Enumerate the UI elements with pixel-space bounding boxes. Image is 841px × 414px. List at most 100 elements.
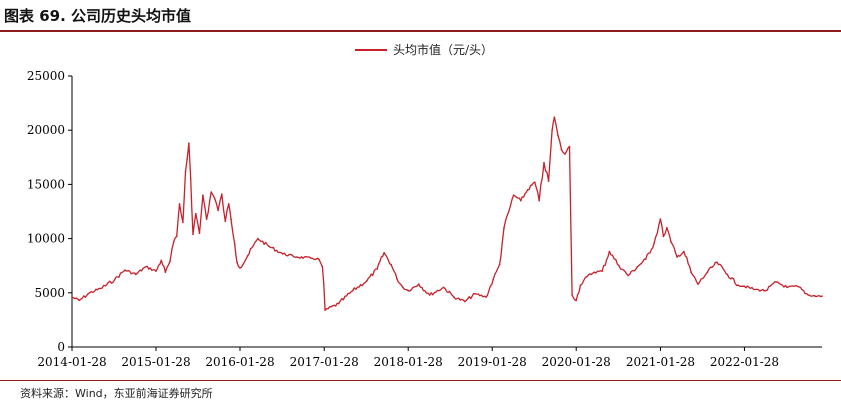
title-rule xyxy=(0,30,841,32)
figure-header: 图表 69. 公司历史头均市值 xyxy=(0,0,841,30)
figure-title: 图表 69. 公司历史头均市值 xyxy=(4,7,192,25)
x-tick-label: 2020-01-28 xyxy=(542,355,611,369)
data-point xyxy=(564,153,566,155)
data-point xyxy=(210,191,212,193)
data-point xyxy=(376,268,379,270)
data-point xyxy=(257,237,259,240)
data-point xyxy=(670,241,672,243)
data-point xyxy=(428,294,431,296)
data-point xyxy=(233,243,236,245)
data-point xyxy=(796,285,799,288)
data-point xyxy=(474,293,477,295)
data-point xyxy=(172,241,175,243)
data-point xyxy=(543,161,545,164)
data-point xyxy=(666,227,668,229)
data-point xyxy=(184,170,187,173)
data-point xyxy=(221,193,223,195)
data-point xyxy=(683,250,685,253)
data-point xyxy=(282,253,284,255)
data-point xyxy=(512,194,515,196)
data-point xyxy=(743,285,746,288)
data-point xyxy=(568,145,571,148)
data-point xyxy=(236,261,238,264)
data-point xyxy=(418,283,420,285)
data-point xyxy=(754,288,756,291)
data-point xyxy=(586,275,588,278)
x-tick-label: 2019-01-28 xyxy=(458,355,527,369)
data-point xyxy=(195,212,197,215)
data-point xyxy=(189,178,192,180)
data-point xyxy=(246,255,249,257)
data-point xyxy=(321,266,324,268)
data-point xyxy=(442,286,445,289)
data-point xyxy=(821,295,823,297)
data-point xyxy=(124,269,126,271)
y-tick-label: 20000 xyxy=(27,123,65,137)
data-point xyxy=(202,194,204,196)
data-point xyxy=(814,295,816,297)
data-point xyxy=(807,294,809,296)
data-point xyxy=(644,258,647,260)
data-point xyxy=(160,259,163,262)
y-tick-label: 15000 xyxy=(27,177,65,191)
data-point xyxy=(453,296,455,298)
data-point xyxy=(485,296,487,298)
line-chart: 0 5000 10000 15000 20000 25000 2014-01-28 2015-… xyxy=(27,42,823,369)
data-point xyxy=(71,296,73,298)
data-point xyxy=(324,309,326,311)
data-point xyxy=(192,233,194,236)
data-point xyxy=(503,227,505,229)
data-point xyxy=(268,245,270,247)
data-point xyxy=(716,261,718,264)
data-point xyxy=(575,299,577,302)
data-point xyxy=(402,286,404,289)
source-note: 资料来源：Wind，东亚前海证券研究所 xyxy=(20,387,213,400)
data-point xyxy=(775,281,777,283)
data-point xyxy=(636,266,639,268)
data-point xyxy=(662,235,665,238)
data-point xyxy=(492,279,494,281)
data-point xyxy=(383,251,385,254)
data-point xyxy=(78,299,81,302)
data-point xyxy=(690,271,692,273)
data-point xyxy=(737,284,739,286)
data-point xyxy=(571,294,573,296)
data-point xyxy=(553,116,556,118)
legend-label: 头均市值（元/头） xyxy=(393,42,493,57)
data-point xyxy=(726,273,729,276)
data-point xyxy=(608,250,611,253)
data-point xyxy=(579,284,582,286)
data-point xyxy=(186,158,188,161)
y-tick-label: 25000 xyxy=(27,69,65,83)
data-point xyxy=(198,232,201,234)
data-point xyxy=(627,274,629,277)
y-tick-label: 10000 xyxy=(27,232,65,246)
y-tick-label: 5000 xyxy=(34,286,65,300)
data-point xyxy=(337,302,340,305)
data-point xyxy=(557,134,559,137)
data-point xyxy=(188,142,190,144)
data-point xyxy=(508,210,510,213)
data-point xyxy=(178,203,181,205)
data-point xyxy=(175,235,178,238)
data-point xyxy=(618,264,620,267)
y-tick-label: 0 xyxy=(57,340,65,354)
data-point xyxy=(601,270,603,272)
data-point xyxy=(560,148,563,151)
data-point xyxy=(786,286,788,289)
data-point xyxy=(227,203,230,205)
data-point xyxy=(526,189,529,191)
data-point xyxy=(706,271,709,273)
data-point xyxy=(765,289,767,292)
x-tick-label: 2018-01-28 xyxy=(374,355,443,369)
data-point xyxy=(296,256,298,258)
data-point xyxy=(538,199,540,202)
data-point xyxy=(464,300,466,303)
data-point xyxy=(217,209,219,212)
data-point xyxy=(134,273,137,276)
data-point xyxy=(230,218,232,220)
data-point xyxy=(407,289,410,292)
data-point xyxy=(593,271,595,273)
data-point xyxy=(498,263,501,266)
data-point xyxy=(213,197,216,200)
